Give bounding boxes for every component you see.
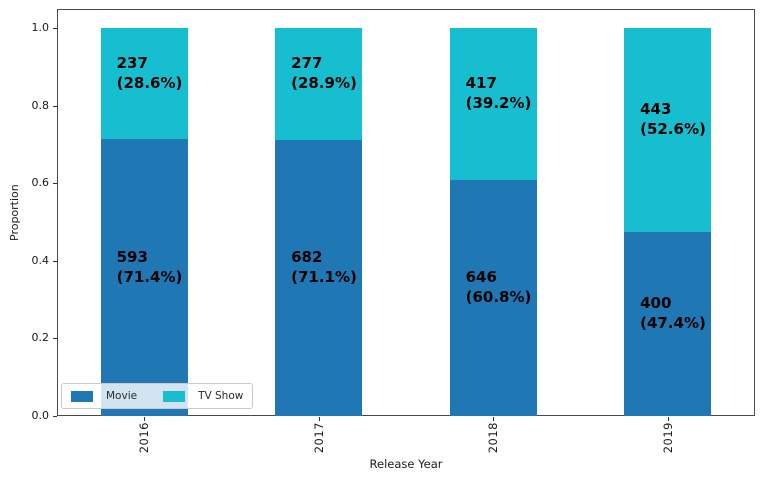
- bar-label-tv-show-2019: 443 (52.6%): [640, 100, 706, 139]
- bar-label-movie-2018: 646 (60.8%): [465, 268, 532, 307]
- bar-segment-movie-2019: [624, 232, 712, 416]
- x-tick-mark: [318, 417, 320, 421]
- bar-label-tv-show-2016: 237 (28.6%): [116, 53, 183, 92]
- y-tick-label: 0.6: [31, 176, 50, 190]
- y-tick-label: 1.0: [31, 21, 50, 35]
- bar-segment-tv-show-2019: [624, 28, 712, 233]
- tv-show-legend-label: TV Show: [198, 390, 244, 402]
- y-tick-label: 0.8: [31, 98, 50, 112]
- legend: Movie TV Show: [61, 383, 254, 409]
- bar-label-movie-2019: 400 (47.4%): [640, 294, 706, 333]
- x-axis-title: Release Year: [369, 457, 443, 471]
- y-tick-mark: [53, 416, 57, 417]
- bar-segment-movie-2018: [449, 180, 537, 416]
- y-tick-label: 0.0: [31, 409, 50, 422]
- x-tick-label: 2016: [137, 422, 152, 454]
- tv-show-legend-swatch: [163, 390, 186, 402]
- y-axis-title: Proportion: [8, 184, 21, 242]
- y-tick-mark: [53, 260, 57, 262]
- bar-label-tv-show-2017: 277 (28.9%): [291, 54, 357, 93]
- y-tick-mark: [53, 183, 57, 185]
- bar-segment-movie-2017: [275, 140, 363, 416]
- x-tick-mark: [667, 417, 669, 421]
- y-tick-label: 0.4: [31, 253, 50, 267]
- x-tick-mark: [144, 417, 146, 421]
- x-tick-label: 2019: [660, 422, 675, 454]
- y-tick-mark: [53, 28, 57, 30]
- x-tick-label: 2017: [311, 422, 326, 454]
- bar-segment-tv-show-2018: [449, 28, 537, 181]
- bar-label-movie-2016: 593 (71.4%): [116, 247, 183, 286]
- bar-segment-movie-2016: [100, 139, 188, 416]
- legend-item-tv-show: TV Show: [163, 390, 243, 402]
- x-tick-mark: [493, 417, 495, 421]
- bar-segment-tv-show-2016: [100, 28, 188, 140]
- bar-segment-tv-show-2017: [275, 28, 363, 141]
- movie-legend-label: Movie: [106, 390, 138, 402]
- movie-legend-swatch: [71, 390, 93, 402]
- y-tick-mark: [53, 338, 57, 340]
- y-tick-label: 0.2: [31, 331, 50, 345]
- x-tick-label: 2018: [486, 422, 501, 454]
- y-tick-mark: [53, 105, 57, 107]
- bar-label-tv-show-2018: 417 (39.2%): [465, 74, 532, 113]
- bar-label-movie-2017: 682 (71.1%): [291, 248, 357, 287]
- legend-item-movie: Movie: [71, 390, 137, 402]
